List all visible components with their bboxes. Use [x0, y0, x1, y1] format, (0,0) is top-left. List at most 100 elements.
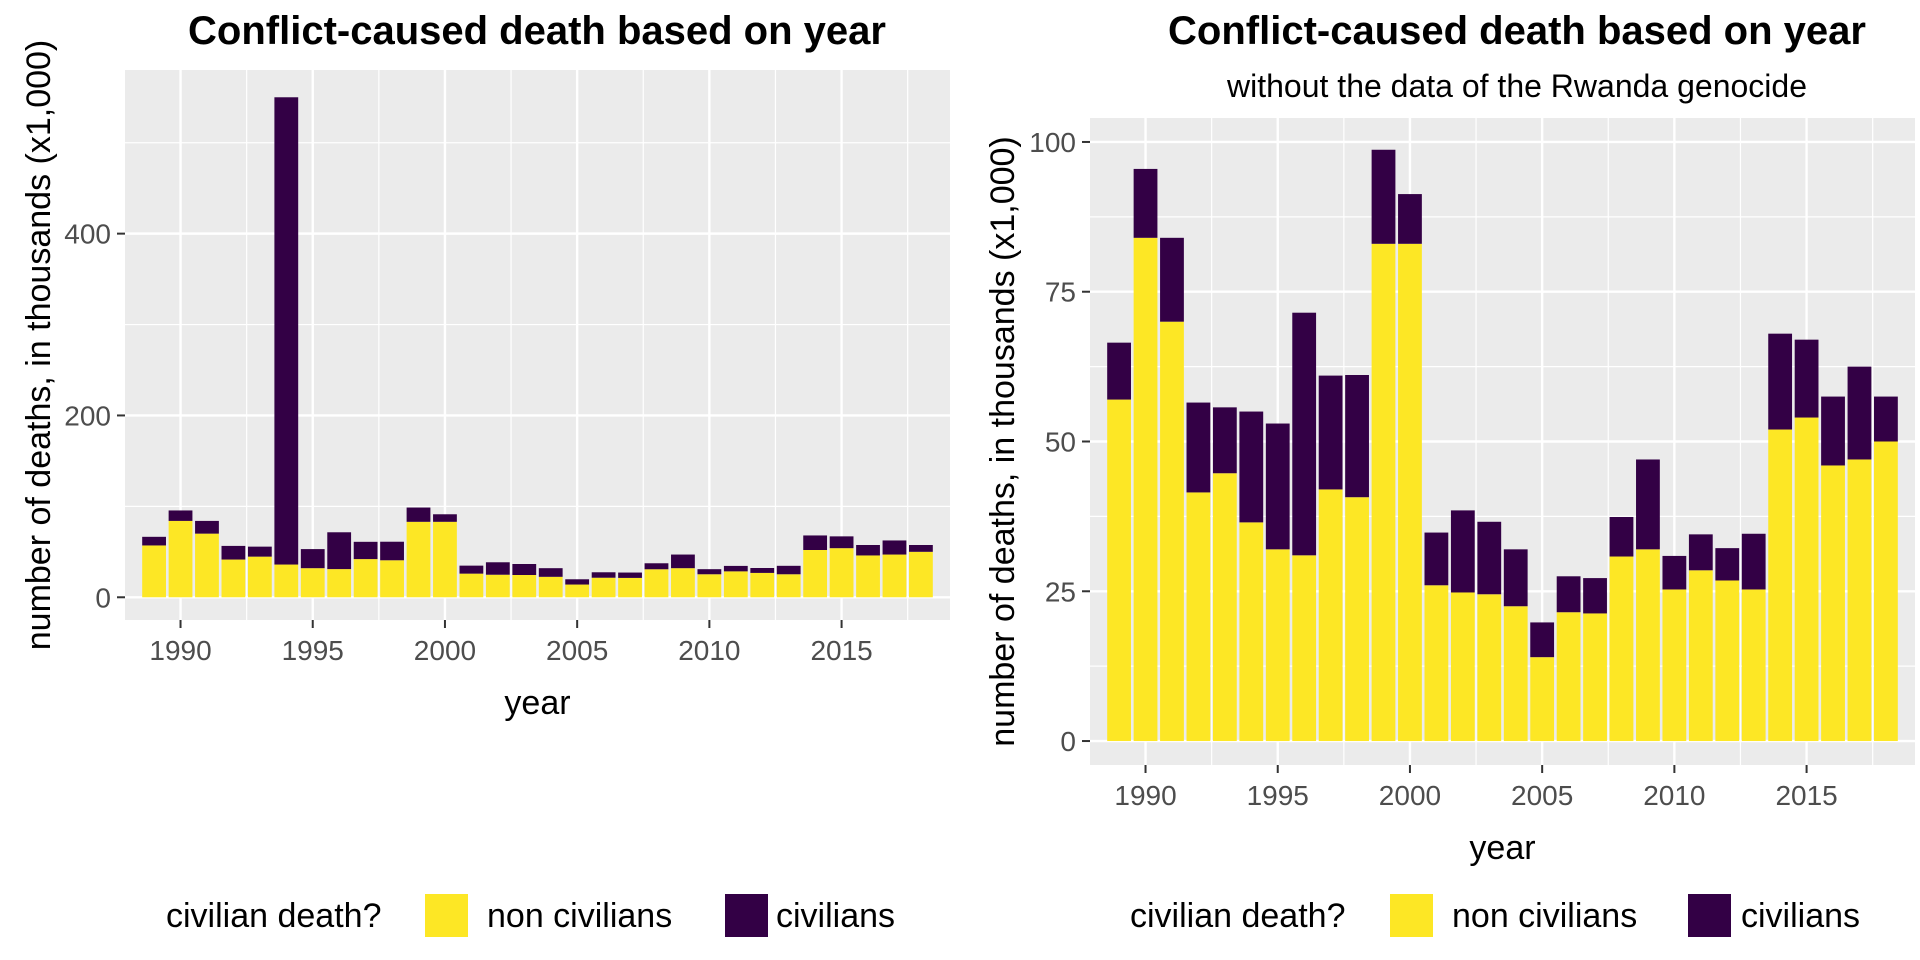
legend-swatch-non-civilians	[425, 894, 468, 937]
bar-non-civilians-1993	[1212, 473, 1237, 742]
x-axis-title: year	[1469, 829, 1535, 867]
x-tick-label: 2010	[678, 635, 740, 666]
bar-non-civilians-2017	[1847, 459, 1872, 742]
x-tick-label: 2015	[1775, 780, 1837, 811]
bar-civilians-1990	[168, 510, 193, 521]
bar-civilians-2004	[538, 568, 563, 577]
bar-civilians-2003	[512, 564, 537, 575]
bar-non-civilians-1992	[1186, 492, 1211, 742]
y-axis-title: number of deaths, in thousands (x1,000)	[984, 136, 1022, 747]
bar-non-civilians-1991	[1160, 321, 1184, 742]
bar-civilians-2016	[1821, 396, 1845, 466]
bar-civilians-1993	[1212, 407, 1237, 474]
bar-civilians-2011	[1688, 534, 1713, 571]
bar-non-civilians-2009	[1636, 549, 1660, 742]
bar-civilians-2007	[618, 572, 642, 578]
bar-non-civilians-2004	[538, 576, 563, 598]
bar-civilians-2002	[485, 562, 510, 575]
chart-subtitle: without the data of the Rwanda genocide	[1226, 68, 1807, 104]
bar-non-civilians-2006	[591, 577, 616, 598]
bar-civilians-1991	[1160, 237, 1184, 322]
bar-non-civilians-2010	[1662, 589, 1687, 742]
bar-non-civilians-1998	[380, 560, 404, 598]
bar-civilians-1996	[327, 532, 352, 570]
y-tick-label: 75	[1045, 277, 1076, 308]
x-tick-label: 1995	[282, 635, 344, 666]
bar-non-civilians-2013	[1741, 589, 1766, 742]
bar-non-civilians-1990	[1133, 237, 1158, 742]
bar-non-civilians-2009	[671, 568, 695, 598]
bar-non-civilians-2011	[1688, 570, 1713, 742]
x-tick-label: 2005	[1511, 780, 1573, 811]
bar-non-civilians-1998	[1345, 497, 1369, 742]
legend-title: civilian death?	[1130, 897, 1345, 935]
bar-civilians-1996	[1292, 312, 1317, 556]
bar-non-civilians-1997	[1318, 489, 1343, 742]
bar-civilians-2018	[909, 545, 933, 552]
bar-civilians-1994	[1239, 411, 1264, 523]
x-tick-label: 2010	[1643, 780, 1705, 811]
x-tick-label: 2015	[810, 635, 872, 666]
bar-civilians-2010	[697, 569, 722, 575]
bar-civilians-2016	[856, 545, 880, 556]
bar-civilians-2009	[671, 554, 695, 569]
bar-civilians-1989	[142, 536, 166, 546]
bar-non-civilians-2018	[909, 551, 933, 598]
bar-non-civilians-1993	[247, 556, 272, 598]
x-tick-label: 1990	[1114, 780, 1176, 811]
bar-non-civilians-2001	[1424, 585, 1449, 742]
bar-non-civilians-1994	[274, 564, 299, 598]
bar-civilians-1998	[380, 541, 404, 561]
bar-civilians-2001	[1424, 532, 1449, 586]
y-tick-label: 100	[1029, 127, 1076, 158]
y-tick-label: 400	[64, 219, 111, 250]
bar-civilians-1997	[353, 541, 378, 560]
bar-civilians-2017	[882, 540, 907, 555]
bar-non-civilians-1996	[1292, 555, 1317, 742]
bar-non-civilians-2015	[1794, 417, 1819, 742]
bar-civilians-1993	[247, 546, 272, 557]
bar-non-civilians-2014	[803, 550, 828, 598]
bar-civilians-2004	[1503, 549, 1528, 607]
bar-non-civilians-2016	[856, 555, 880, 598]
legend-label-civilians: civilians	[776, 897, 895, 935]
bar-non-civilians-1994	[1239, 522, 1264, 742]
bar-civilians-2008	[1609, 516, 1634, 557]
x-axis-title: year	[504, 684, 570, 722]
bar-non-civilians-2000	[433, 521, 457, 598]
bar-civilians-1998	[1345, 375, 1369, 498]
x-tick-label: 1995	[1247, 780, 1309, 811]
y-tick-label: 0	[1060, 726, 1076, 757]
bar-civilians-2015	[1794, 339, 1819, 418]
plot-panel	[125, 70, 950, 620]
bar-civilians-2005	[565, 579, 590, 585]
bar-civilians-2014	[803, 535, 828, 550]
y-tick-label: 0	[95, 582, 111, 613]
bar-non-civilians-2003	[1477, 594, 1502, 742]
bar-non-civilians-1995	[1265, 549, 1290, 742]
bar-non-civilians-2017	[882, 554, 907, 598]
bar-non-civilians-1989	[142, 545, 166, 598]
chart-without-rwanda: Conflict-caused death based on year witho…	[984, 9, 1915, 937]
legend-swatch-non-civilians	[1390, 894, 1433, 937]
bar-civilians-2006	[591, 572, 616, 578]
bar-non-civilians-2012	[750, 572, 775, 598]
bar-non-civilians-2012	[1715, 580, 1740, 742]
bar-non-civilians-1989	[1107, 399, 1131, 742]
bar-civilians-1995	[1265, 423, 1290, 550]
bar-non-civilians-2002	[1450, 592, 1475, 742]
legend-label-civilians: civilians	[1741, 897, 1860, 935]
bar-non-civilians-2005	[1530, 657, 1555, 742]
x-tick-label: 1990	[149, 635, 211, 666]
bar-non-civilians-1999	[1371, 243, 1396, 742]
bar-civilians-2000	[433, 514, 457, 522]
bar-civilians-1999	[406, 507, 431, 522]
legend-swatch-civilians	[1688, 894, 1731, 937]
bar-civilians-2006	[1556, 576, 1581, 613]
bar-civilians-1992	[1186, 402, 1211, 493]
y-axis-title: number of deaths, in thousands (x1,000)	[20, 40, 58, 651]
chart-with-rwanda: Conflict-caused death based on year 0 200 4…	[20, 9, 950, 937]
bar-civilians-2018	[1874, 396, 1898, 442]
bar-non-civilians-1990	[168, 520, 193, 598]
